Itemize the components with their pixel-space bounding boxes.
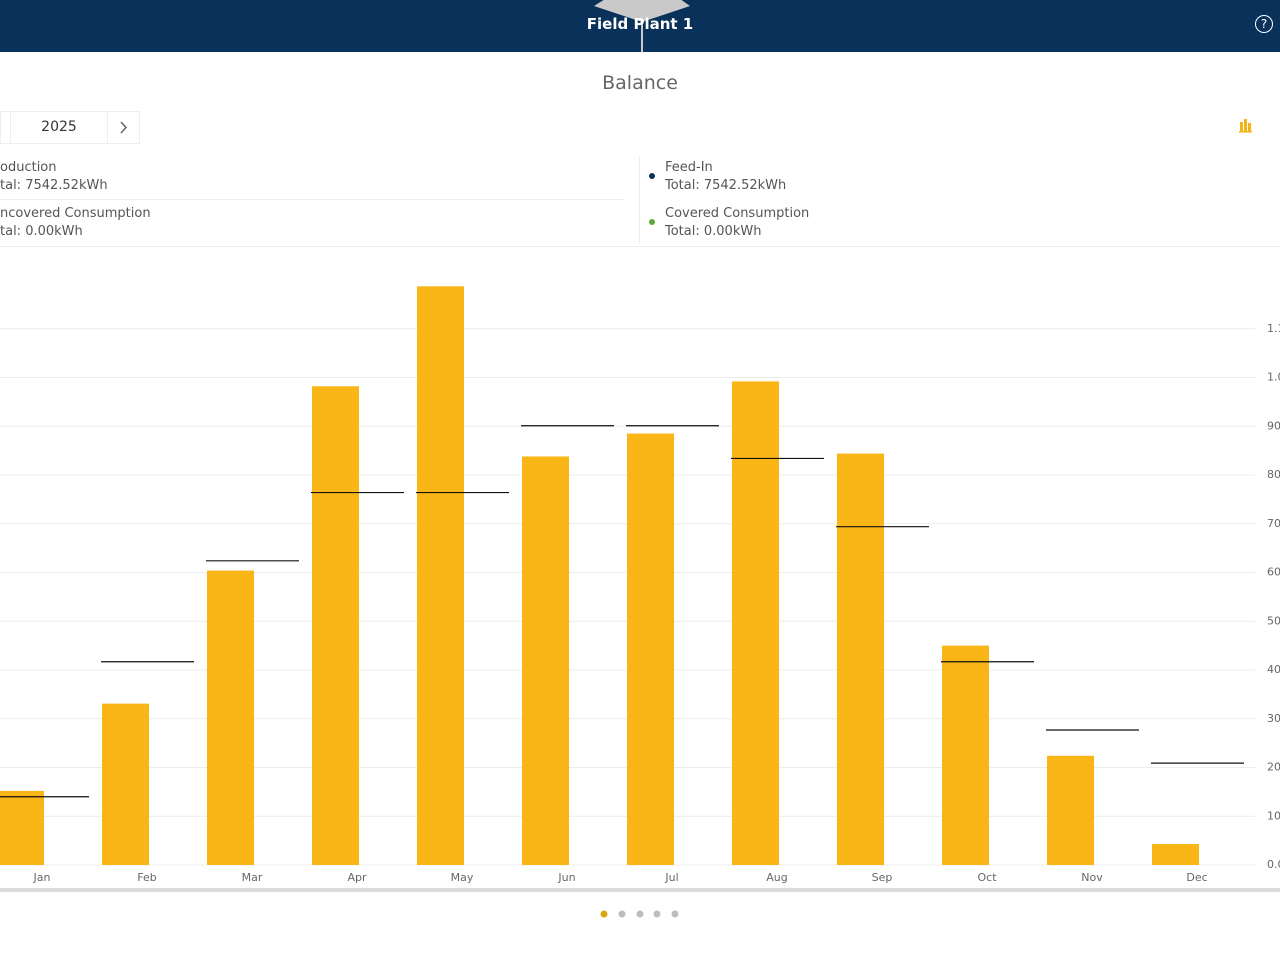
next-button[interactable] (107, 111, 140, 144)
bar (102, 703, 149, 865)
pager-dot (600, 910, 608, 918)
y-tick-label: 60 (1267, 566, 1280, 579)
y-tick-label: 0.0 (1267, 858, 1280, 871)
y-tick-label: 30 (1267, 712, 1280, 725)
x-tick-label: Apr (347, 871, 367, 884)
legend-label: oduction (0, 160, 57, 175)
x-tick-label: Jan (33, 871, 51, 884)
pager-dot (671, 910, 679, 918)
pager-dot (636, 910, 644, 918)
legend-label: Feed-In (665, 160, 713, 175)
bar (837, 453, 884, 865)
chart-view-icons[interactable] (1232, 108, 1272, 148)
x-tick-label: Feb (137, 871, 156, 884)
legend-entry[interactable]: ncovered Consumption tal: 0.00kWh (0, 205, 151, 241)
x-tick-label: May (451, 871, 474, 884)
y-tick-label: 10 (1267, 809, 1280, 822)
bar (732, 381, 779, 865)
divider (0, 246, 1280, 247)
bar (417, 286, 464, 865)
pager-dot (653, 910, 661, 918)
x-axis-band (0, 888, 1280, 892)
divider (0, 199, 625, 200)
bar (942, 645, 989, 865)
bar (522, 456, 569, 865)
bar (312, 386, 359, 865)
help-button[interactable]: ? (1255, 15, 1273, 33)
x-tick-label: Sep (872, 871, 893, 884)
x-tick-label: Mar (242, 871, 263, 884)
header-decoration (594, 0, 690, 52)
legend-total: Total: 7542.52kWh (665, 178, 787, 193)
y-tick-label: 70 (1267, 517, 1280, 530)
year-selector[interactable]: 2025 (10, 111, 108, 144)
y-tick-label: 80 (1267, 468, 1280, 481)
legend-entry[interactable]: oduction tal: 7542.52kWh (0, 159, 108, 195)
divider (639, 156, 640, 244)
y-tick-label: 1.1 (1267, 322, 1280, 335)
bar (1047, 755, 1094, 865)
y-tick-label: 90 (1267, 419, 1280, 432)
legend-label: Covered Consumption (665, 206, 810, 221)
y-tick-label: 20 (1267, 761, 1280, 774)
legend-total: Total: 0.00kWh (665, 224, 762, 239)
y-tick-label: 50 (1267, 614, 1280, 627)
bar (207, 570, 254, 865)
legend-total: tal: 7542.52kWh (0, 178, 108, 193)
legend-dot (649, 219, 655, 225)
x-tick-label: Jul (664, 871, 678, 884)
legend-entry[interactable]: Feed-In Total: 7542.52kWh (665, 159, 786, 195)
x-tick-label: Nov (1081, 871, 1103, 884)
chart: 0.0 10 20 30 40 50 60 70 80 90 1.0 1.1 Jan Feb Mar Apr M… (0, 286, 1280, 918)
bar (627, 433, 674, 865)
y-tick-label: 40 (1267, 663, 1280, 676)
x-tick-label: Jun (557, 871, 575, 884)
legend-label: ncovered Consumption (0, 206, 151, 221)
x-tick-label: Dec (1186, 871, 1207, 884)
bar (0, 790, 44, 865)
pager-dot (618, 910, 626, 918)
x-tick-label: Aug (766, 871, 787, 884)
legend-entry[interactable]: Covered Consumption Total: 0.00kWh (665, 205, 809, 241)
x-tick-label: Oct (977, 871, 997, 884)
y-tick-label: 1.0 (1267, 371, 1280, 384)
legend-dot (649, 173, 655, 179)
page-title: Balance (602, 72, 678, 94)
header: Field Plant 1 ? (0, 0, 1280, 52)
bar (1152, 844, 1199, 865)
header-title: Field Plant 1 (586, 15, 694, 33)
legend-total: tal: 0.00kWh (0, 224, 83, 239)
